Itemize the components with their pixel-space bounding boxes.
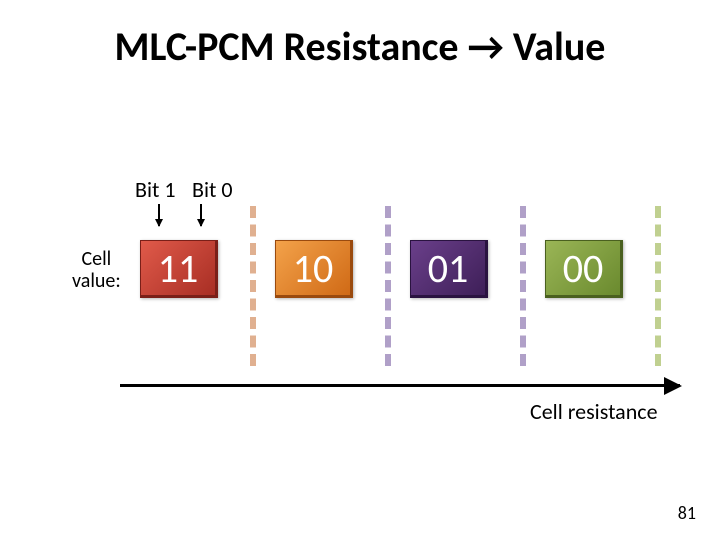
bit0-arrow [200, 204, 202, 226]
bit0-label: Bit 0 [192, 176, 233, 203]
resistance-axis [120, 384, 680, 387]
slide-title: MLC-PCM Resistance → Value [0, 22, 720, 71]
threshold-separator-0 [250, 206, 256, 366]
value-block-01: 01 [410, 240, 488, 298]
cell-value-label-line1: Cell [81, 247, 111, 271]
value-block-11: 11 [140, 240, 218, 298]
threshold-separator-3 [655, 206, 661, 366]
cell-value-label: Cell value: [72, 248, 121, 292]
axis-label: Cell resistance [530, 398, 658, 425]
bit1-arrow [158, 204, 160, 226]
cell-value-label-line2: value: [72, 269, 121, 293]
threshold-separator-1 [385, 206, 391, 366]
value-block-00: 00 [545, 240, 623, 298]
threshold-separator-2 [520, 206, 526, 366]
page-number: 81 [678, 502, 696, 524]
bit1-label: Bit 1 [135, 176, 176, 203]
value-block-10: 10 [275, 240, 353, 298]
resistance-diagram: Bit 1 Bit 0 Cell value: 11 10 01 00 Cell re… [40, 170, 680, 430]
